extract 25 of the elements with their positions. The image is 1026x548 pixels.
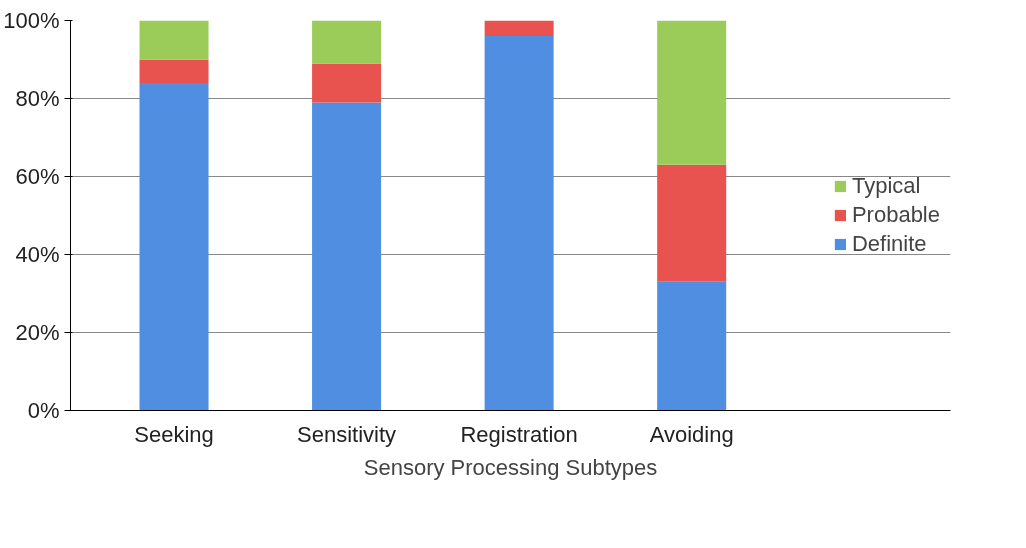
x-axis-title: Sensory Processing Subtypes xyxy=(363,454,658,480)
legend-label: Typical xyxy=(851,173,921,199)
bar xyxy=(312,20,382,64)
y-tick-label: 40% xyxy=(15,242,60,267)
bar xyxy=(139,59,209,83)
y-tick-label: 60% xyxy=(15,164,60,189)
y-tick-label: 20% xyxy=(15,320,60,345)
x-tick-label: Seeking xyxy=(134,421,214,447)
y-tick-label: 100% xyxy=(3,8,60,33)
bar xyxy=(484,36,554,411)
x-tick-label: Avoiding xyxy=(649,421,734,447)
bar xyxy=(139,20,209,60)
y-tick-label: 80% xyxy=(15,86,60,111)
bar xyxy=(657,281,727,411)
x-tick-label: Sensitivity xyxy=(297,421,397,447)
legend-label: Probable xyxy=(851,202,940,228)
y-tick-label: 0% xyxy=(27,398,60,423)
bar xyxy=(312,63,382,103)
bar xyxy=(657,20,727,165)
bar xyxy=(484,20,554,37)
x-tick-label: Registration xyxy=(460,421,578,447)
legend-label: Definite xyxy=(851,231,927,257)
bar xyxy=(312,102,382,411)
bar xyxy=(139,82,209,411)
bar xyxy=(657,164,727,282)
